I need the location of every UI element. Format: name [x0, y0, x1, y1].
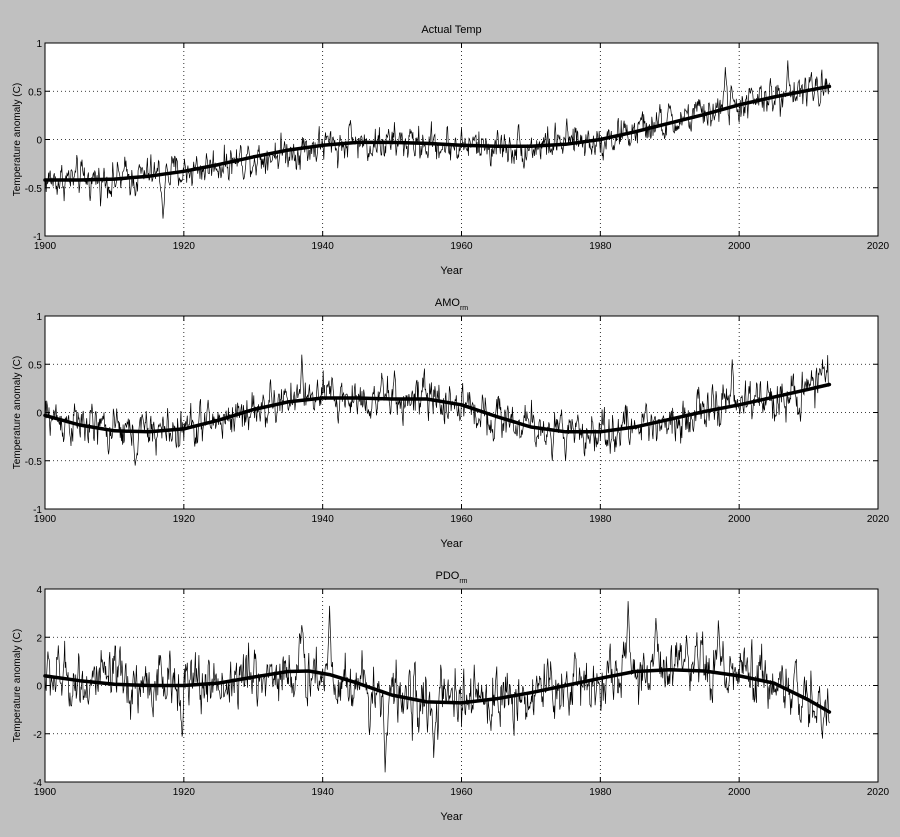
y-tick-label: -1 — [33, 232, 42, 243]
series-smooth-line — [43, 668, 832, 714]
y-tick-label: -0.5 — [25, 184, 43, 195]
x-tick-label: 1940 — [312, 514, 335, 525]
x-axis-label: Year — [440, 538, 463, 550]
x-tick-label: 2000 — [728, 514, 751, 525]
y-axis-label: Temperature anomaly (C) — [12, 629, 23, 742]
y-tick-label: -4 — [33, 778, 42, 789]
x-tick-label: 1940 — [312, 787, 335, 798]
x-tick-label: 1980 — [589, 787, 612, 798]
y-tick-label: 0 — [36, 409, 42, 420]
x-axis-label: Year — [440, 811, 463, 823]
chart-title-subscript: rm — [459, 578, 467, 585]
series-smooth-line — [43, 84, 832, 182]
y-tick-label: 1 — [36, 312, 42, 323]
chart-title: PDOrm — [435, 570, 467, 585]
chart-panel-3: 1900 1920 1940 1960 1980 2000 2020 -4 -2 0 2 4 PDOrm… — [12, 570, 890, 823]
y-tick-label: -2 — [33, 730, 42, 741]
x-tick-label: 1960 — [450, 241, 473, 252]
x-tick-label: 2000 — [728, 787, 751, 798]
x-axis-label: Year — [440, 265, 463, 277]
y-tick-label: 0 — [36, 136, 42, 147]
x-tick-label: 1900 — [34, 787, 57, 798]
y-axis-label: Temperature anomaly (C) — [12, 83, 23, 196]
x-tick-label: 1980 — [589, 241, 612, 252]
y-tick-label: 0 — [36, 682, 42, 693]
x-tick-label: 1900 — [34, 514, 57, 525]
y-axis-label: Temperature anomaly (C) — [12, 356, 23, 469]
x-tick-label: 1920 — [173, 241, 196, 252]
chart-title: Actual Temp — [421, 24, 481, 36]
x-tick-label: 1920 — [173, 787, 196, 798]
y-tick-label: -1 — [33, 505, 42, 516]
x-tick-label: 1900 — [34, 241, 57, 252]
x-tick-label: 1960 — [450, 514, 473, 525]
chart-panel-2: 1900 1920 1940 1960 1980 2000 2020 -1 -0.5 0 0.5 1 A… — [12, 297, 890, 550]
chart-title-subscript: rm — [460, 305, 468, 312]
x-tick-label: 1960 — [450, 787, 473, 798]
chart-panel-1: 1900 1920 1940 1960 1980 2000 2020 -1 -0.5 0 0.5 1 A… — [12, 24, 890, 277]
y-tick-label: 2 — [36, 633, 42, 644]
x-tick-label: 2000 — [728, 241, 751, 252]
x-tick-label: 2020 — [867, 241, 890, 252]
y-tick-label: 1 — [36, 39, 42, 50]
series-raw-line — [44, 354, 830, 466]
series-raw-line — [44, 601, 830, 773]
x-tick-label: 2020 — [867, 514, 890, 525]
y-tick-label: -0.5 — [25, 457, 43, 468]
series-smooth-line — [43, 382, 832, 434]
y-tick-label: 4 — [36, 585, 42, 596]
x-tick-label: 1920 — [173, 514, 196, 525]
x-tick-label: 1980 — [589, 514, 612, 525]
y-tick-label: 0.5 — [28, 87, 42, 98]
y-tick-label: 0.5 — [28, 360, 42, 371]
chart-title: AMOrm — [435, 297, 468, 312]
x-tick-label: 1940 — [312, 241, 335, 252]
x-tick-label: 2020 — [867, 787, 890, 798]
